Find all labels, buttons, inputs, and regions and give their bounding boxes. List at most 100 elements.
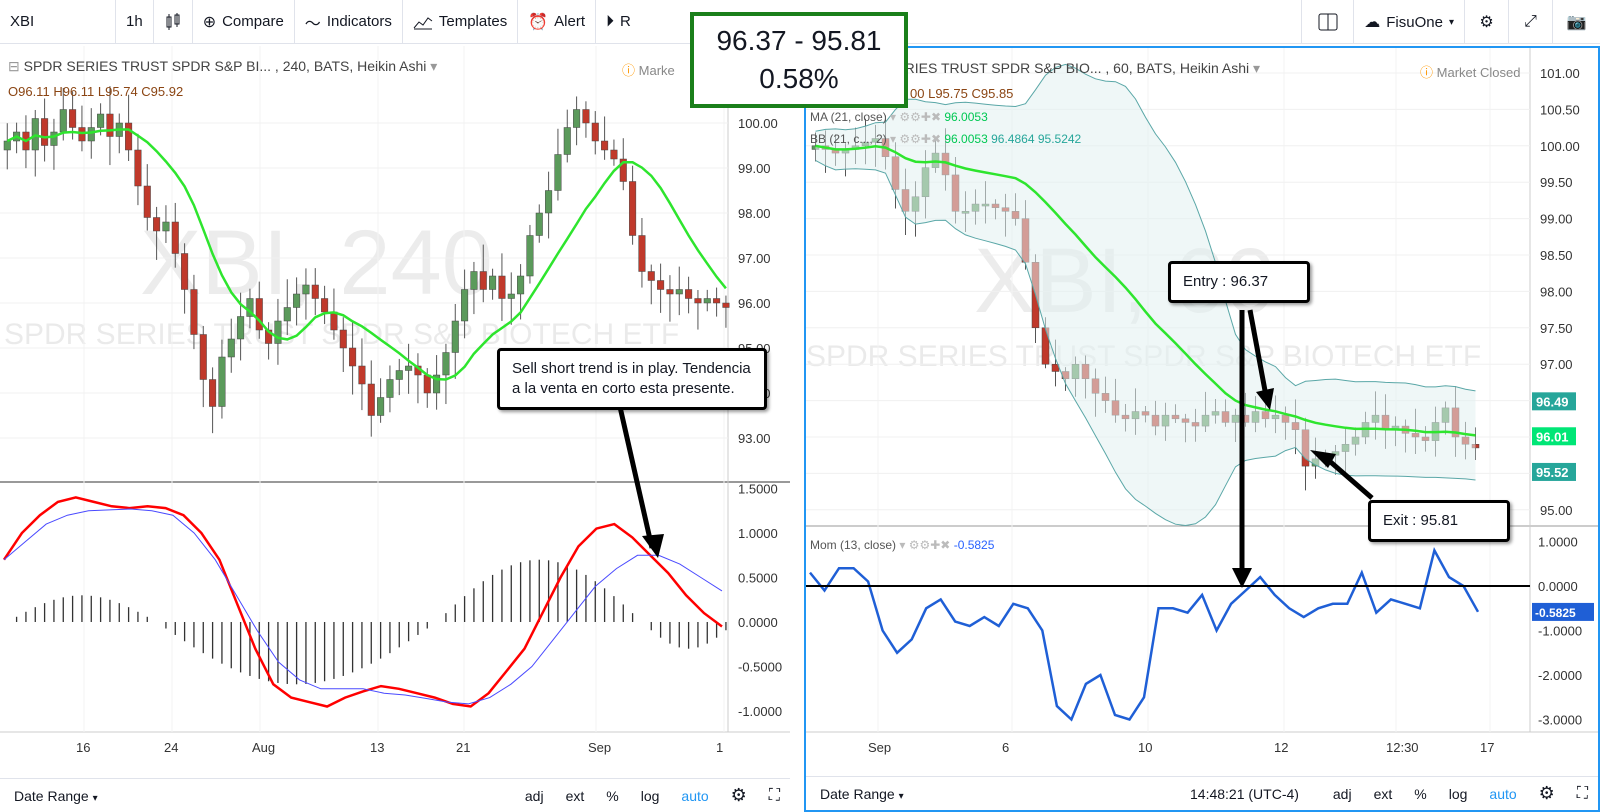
bull-candle (517, 275, 525, 295)
ohlc-low: L95.75 (928, 86, 968, 101)
exit-callout: Exit : 95.81 (1368, 500, 1510, 542)
bull-candle (573, 109, 581, 128)
right-chart-title: SERIES TRUST SPDR S&P BIO... , 60, BATS,… (886, 60, 1250, 76)
alert-button[interactable]: ⏰ Alert (518, 0, 596, 44)
bull-candle (283, 307, 291, 322)
mom-legend[interactable]: Mom (13, close) ▾ ⚙⚙✚✖ -0.5825 (810, 538, 994, 552)
cloud-icon: ☁ (1364, 14, 1381, 31)
time-tick: 21 (456, 740, 470, 755)
bull-candle (97, 113, 105, 128)
price-tick: 93.00 (738, 431, 771, 446)
bull-candle (302, 284, 310, 295)
ma-legend[interactable]: MA (21, close) ▾ ⚙⚙✚✖ 96.0053 (810, 110, 988, 124)
price-tick: 95.00 (1540, 503, 1573, 518)
bear-candle (134, 149, 142, 187)
bb-lower-value: 95.5242 (1037, 132, 1082, 146)
log-toggle[interactable]: log (640, 787, 660, 804)
bull-candle (237, 316, 245, 340)
chevron-down-icon: ▾ (1448, 16, 1454, 28)
ohlc-close: C95.92 (141, 84, 184, 99)
price-tick: 98.00 (1540, 284, 1573, 299)
layout-button[interactable] (1301, 0, 1353, 44)
macd-tick: -0.5000 (738, 660, 782, 675)
bear-candle (638, 235, 646, 272)
bear-candle (367, 383, 375, 416)
price-tag-label: 96.49 (1536, 394, 1569, 409)
price-tick: 97.00 (738, 251, 771, 266)
bear-candle (69, 109, 77, 128)
bb-legend[interactable]: BB (21, c..., 2) ▾ ⚙⚙✚✖ 96.0053 96.4864 … (810, 132, 1081, 146)
time-tick: Sep (588, 740, 611, 755)
replay-label: R (620, 13, 631, 30)
ext-toggle[interactable]: ext (1373, 785, 1393, 802)
bear-candle (143, 185, 151, 218)
indicators-button[interactable]: 〜 Indicators (295, 0, 403, 44)
bear-candle (321, 298, 329, 313)
bull-candle (703, 298, 711, 304)
camera-icon: 📷 (1566, 14, 1587, 31)
adj-toggle[interactable]: adj (524, 787, 544, 804)
bear-candle (423, 374, 431, 394)
time-tick: 12 (1274, 740, 1288, 755)
fullscreen-button[interactable]: ⤢ (1508, 0, 1552, 44)
bollinger-lower-line (815, 159, 1476, 527)
bull-candle (489, 275, 497, 290)
price-tag (1532, 392, 1576, 411)
time-tick: Sep (868, 740, 891, 755)
settings-button[interactable]: ⚙ (1464, 0, 1508, 44)
gear-icon[interactable]: ⚙ (1538, 783, 1555, 803)
time-tick: 16 (76, 740, 90, 755)
chart-style-button[interactable] (154, 0, 193, 44)
fullscreen-icon[interactable]: ⛶ (1576, 784, 1588, 802)
cloud-layout-button[interactable]: ☁ FisuOne ▾ (1353, 0, 1464, 44)
bear-candle (311, 284, 319, 299)
bear-candle (629, 181, 637, 236)
indicator-controls-icon: ▾ ⚙⚙✚✖ (890, 110, 942, 124)
percent-toggle[interactable]: % (1414, 785, 1427, 802)
interval-button[interactable]: 1h (116, 0, 154, 44)
right-chart-canvas[interactable]: XBI, 60SPDR SERIES TRUST SPDR S&P BIOTEC… (806, 48, 1598, 776)
macd-tick: -1.0000 (738, 704, 782, 719)
chevron-down-icon: ▾ (92, 792, 98, 804)
templates-button[interactable]: Templates (403, 0, 519, 44)
price-tick: 100.50 (1540, 102, 1580, 117)
ohlc-high: H96.11 (53, 84, 95, 99)
bear-candle (619, 158, 627, 182)
adj-toggle[interactable]: adj (1332, 785, 1352, 802)
price-tick: 97.50 (1540, 321, 1573, 336)
gear-icon[interactable]: ⚙ (730, 785, 747, 805)
right-bottom-bar: Date Range ▾ 14:48:21 (UTC-4) adj ext % … (806, 776, 1598, 810)
percent-toggle[interactable]: % (606, 787, 619, 804)
bear-candle (339, 329, 347, 349)
ohlc-close: C95.85 (971, 86, 1014, 101)
bull-candle (507, 293, 515, 299)
replay-button[interactable]: ⏵ R (596, 0, 641, 44)
ext-toggle[interactable]: ext (565, 787, 585, 804)
bear-candle (601, 140, 609, 151)
callout-arrow (615, 397, 655, 549)
date-range-button[interactable]: Date Range ▾ (820, 786, 904, 802)
symbol-search[interactable]: XBI (0, 0, 116, 44)
left-chart-pane[interactable]: XBI, 240 SPDR SERIES TRUST SPDR S&P BIOTE… (0, 46, 790, 812)
bear-candle (713, 298, 721, 304)
bear-candle (582, 109, 590, 124)
right-chart-pane[interactable]: XBI, 60SPDR SERIES TRUST SPDR S&P BIOTEC… (804, 46, 1600, 812)
auto-toggle[interactable]: auto (681, 787, 709, 804)
log-toggle[interactable]: log (1448, 785, 1468, 802)
mom-label: Mom (13, close) (810, 538, 897, 552)
mom-value: -0.5825 (953, 538, 995, 552)
compare-button[interactable]: ⊕ Compare (193, 0, 295, 44)
bull-candle (461, 289, 469, 322)
bear-candle (479, 271, 487, 290)
split-layout-icon (1318, 13, 1338, 31)
moving-average-line (815, 144, 1476, 437)
fullscreen-icon[interactable]: ⛶ (768, 786, 780, 804)
bull-candle (545, 190, 553, 214)
time-tick: Aug (252, 740, 275, 755)
auto-toggle[interactable]: auto (1489, 785, 1517, 802)
bear-candle (694, 298, 702, 304)
bollinger-upper-line (815, 63, 1476, 392)
snapshot-button[interactable]: 📷 (1552, 0, 1600, 44)
date-range-button[interactable]: Date Range ▾ (14, 788, 98, 804)
